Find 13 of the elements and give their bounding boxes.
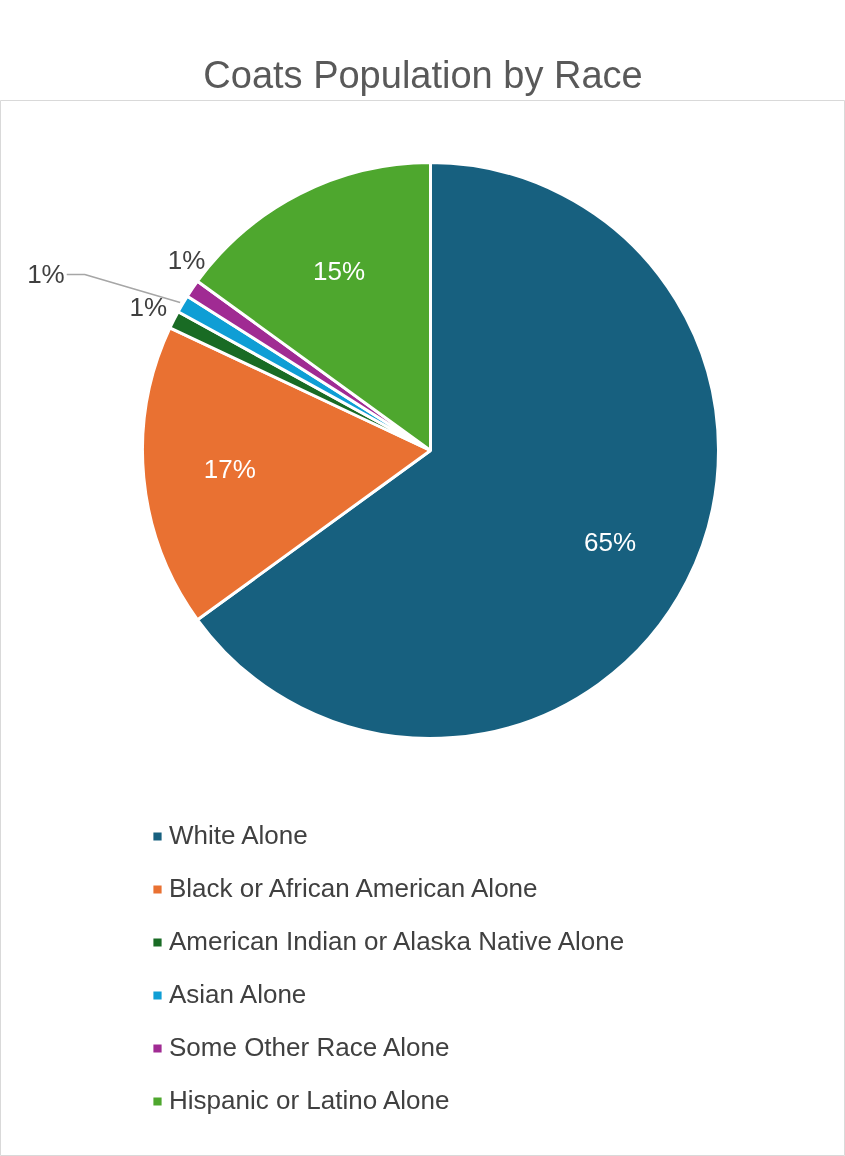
data-label: 65% (584, 527, 637, 558)
legend-label: Hispanic or Latino Alone (169, 1085, 450, 1116)
data-label: 17% (203, 454, 256, 485)
legend-label: Some Other Race Alone (169, 1032, 450, 1063)
legend-label: White Alone (169, 820, 308, 851)
data-label: 1% (27, 259, 65, 290)
data-label: 15% (312, 255, 365, 286)
legend-label: Asian Alone (169, 979, 307, 1010)
legend-label: Black or African American Alone (169, 873, 538, 904)
data-label: 1% (167, 245, 206, 276)
legend-label: American Indian or Alaska Native Alone (169, 926, 625, 957)
data-label: 1% (129, 291, 168, 322)
chart-title: Coats Population by Race (203, 53, 643, 96)
